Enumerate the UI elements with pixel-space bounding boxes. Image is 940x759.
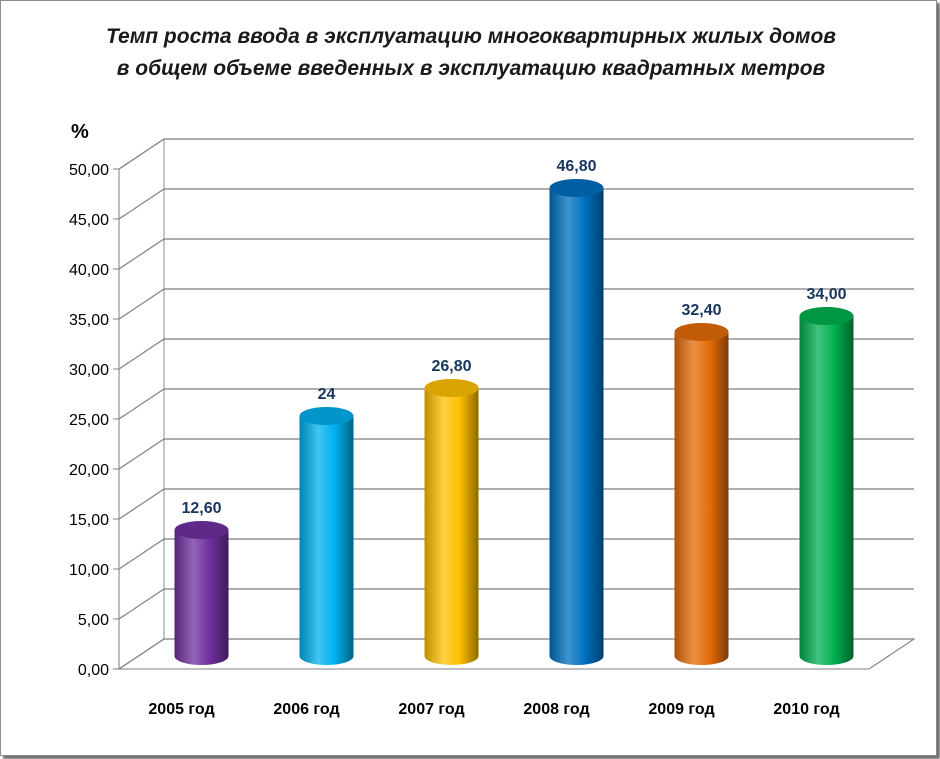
y-tick-label: 10,00 — [69, 562, 109, 579]
data-label: 46,80 — [556, 158, 596, 175]
category-label: 2010 год — [773, 701, 839, 718]
gridline — [118, 388, 914, 420]
bar-body — [674, 332, 729, 665]
gridline — [118, 138, 914, 170]
gridline — [118, 438, 914, 470]
category-label: 2008 год — [523, 701, 589, 718]
gridline — [118, 188, 914, 220]
data-label: 32,40 — [681, 302, 721, 319]
floor — [117, 638, 916, 670]
y-tick-label: 30,00 — [69, 362, 109, 379]
y-tick-label: 40,00 — [69, 262, 109, 279]
y-tick-labels: 0,00 5,00 10,00 15,00 20,00 25,00 30,00 35,00 40… — [69, 162, 109, 679]
data-label: 26,80 — [431, 358, 471, 375]
bar-body — [549, 188, 604, 665]
y-tick-label: 15,00 — [69, 512, 109, 529]
bar — [299, 407, 354, 665]
category-label: 2007 год — [398, 701, 464, 718]
bar-body — [174, 530, 229, 665]
bar-top — [549, 179, 604, 197]
y-tick-label: 45,00 — [69, 212, 109, 229]
bar-body — [299, 416, 354, 665]
bar-body — [424, 388, 479, 665]
gridline — [118, 488, 914, 520]
category-labels: 2005 год 2006 год 2007 год 2008 год 2009 год… — [148, 701, 839, 718]
y-tick-label: 5,00 — [78, 612, 109, 629]
floor-edge — [868, 638, 915, 670]
chart-title: Темп роста ввода в эксплуатацию многоква… — [106, 25, 836, 80]
y-tick-label: 35,00 — [69, 312, 109, 329]
bar — [424, 379, 479, 665]
data-label: 34,00 — [806, 286, 846, 303]
data-label: 12,60 — [181, 500, 221, 517]
gridline — [118, 538, 914, 570]
gridline — [118, 638, 914, 670]
bar-top — [674, 323, 729, 341]
gridline — [118, 338, 914, 370]
data-labels: 12,60 24 26,80 46,80 32,40 34,00 — [181, 158, 846, 517]
y-tick-label: 20,00 — [69, 462, 109, 479]
bar — [174, 521, 229, 665]
bar-top — [799, 307, 854, 325]
gridlines — [118, 138, 914, 670]
gridline — [118, 288, 914, 320]
category-label: 2006 год — [273, 701, 339, 718]
data-label: 24 — [318, 386, 336, 403]
y-tick-label: 50,00 — [69, 162, 109, 179]
y-tick-label: 25,00 — [69, 412, 109, 429]
bar-top — [424, 379, 479, 397]
bar-top — [174, 521, 229, 539]
axes — [113, 168, 915, 670]
bars — [174, 179, 854, 665]
y-tick-label: 0,00 — [78, 662, 109, 679]
bar-body — [799, 316, 854, 665]
bar — [549, 179, 604, 665]
gridline — [118, 238, 914, 270]
category-label: 2005 год — [148, 701, 214, 718]
bar-top — [299, 407, 354, 425]
bar — [674, 323, 729, 665]
category-label: 2009 год — [648, 701, 714, 718]
bar — [799, 307, 854, 665]
y-axis-unit: % — [71, 121, 89, 143]
gridline — [118, 588, 914, 620]
